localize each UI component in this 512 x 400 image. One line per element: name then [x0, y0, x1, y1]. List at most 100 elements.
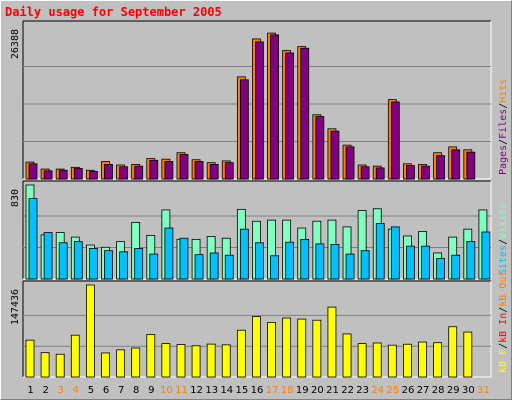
bar-sites: [224, 254, 234, 280]
x-tick-label: 12: [190, 385, 203, 396]
bar-kbytes: [25, 339, 35, 378]
legend-item: Visits: [498, 203, 509, 239]
x-tick-label: 16: [251, 385, 264, 396]
x-tick-label: 20: [311, 385, 324, 396]
bar-kbytes: [387, 344, 397, 378]
bar-sites: [451, 254, 461, 280]
bar-sites: [209, 252, 219, 280]
bar-kbytes: [448, 326, 458, 378]
bar-kbytes: [327, 306, 337, 378]
bar-sites: [436, 258, 446, 280]
legend-item: /: [498, 103, 509, 109]
x-tick-label: 2: [42, 385, 48, 396]
x-tick-label: 17: [266, 385, 279, 396]
bar-sites: [255, 242, 264, 280]
bar-sites: [360, 250, 370, 280]
legend-item: Sites: [498, 245, 509, 275]
legend-item: /: [498, 343, 509, 349]
legend-item: kB Out: [498, 271, 509, 307]
bar-files: [390, 101, 400, 180]
legend-item: /: [498, 139, 509, 145]
x-tick-label: 9: [148, 385, 154, 396]
bar-kbytes: [282, 317, 292, 378]
bar-sites: [149, 253, 159, 280]
bar-files: [179, 154, 189, 180]
legend-kbytes: kB F/kB In/kB Out: [498, 271, 509, 373]
bar-files: [88, 171, 98, 180]
bar-files: [406, 165, 415, 180]
bar-kbytes: [101, 352, 110, 378]
bar-kbytes: [85, 284, 95, 378]
chart-title: Daily usage for September 2005: [5, 5, 222, 19]
bar-sites: [104, 250, 113, 280]
bar-kbytes: [206, 343, 216, 378]
bar-kbytes: [403, 343, 412, 378]
bar-files: [375, 167, 385, 180]
legend-visits-sites: Sites/Visits: [498, 203, 509, 275]
bar-kbytes: [372, 342, 382, 378]
bar-kbytes: [418, 341, 427, 378]
bar-kbytes: [342, 333, 352, 378]
bar-kbytes: [312, 319, 322, 378]
bar-files: [315, 116, 325, 180]
legend-hits-files-pages: Pages/Files/Hits: [498, 79, 509, 175]
bar-sites: [73, 241, 83, 280]
legend-item: kB F: [498, 349, 509, 373]
x-tick-label: 26: [402, 385, 415, 396]
bar-sites: [88, 248, 98, 280]
bar-files: [149, 159, 159, 180]
bar-sites: [481, 231, 491, 280]
bar-sites: [179, 237, 189, 280]
bar-sites: [270, 255, 279, 280]
y-max-label: 26388: [10, 29, 21, 59]
bar-kbytes: [357, 343, 367, 378]
x-tick-label: 24: [371, 385, 384, 396]
legend-item: Pages: [498, 145, 509, 175]
x-tick-label: 29: [447, 385, 460, 396]
bar-sites: [134, 248, 144, 280]
bar-sites: [239, 228, 249, 280]
bar-kbytes: [221, 344, 231, 378]
x-tick-label: 19: [296, 385, 309, 396]
bar-kbytes: [433, 342, 443, 378]
bar-files: [164, 161, 174, 180]
bar-sites: [164, 227, 174, 280]
bar-kbytes: [236, 329, 246, 378]
bar-kbytes: [191, 345, 201, 378]
bar-files: [466, 151, 476, 180]
bar-sites: [194, 254, 204, 280]
bar-kbytes: [267, 322, 276, 378]
x-tick-label: 28: [432, 385, 445, 396]
bar-sites: [390, 226, 400, 280]
bar-files: [285, 52, 295, 180]
bar-kbytes: [161, 343, 171, 378]
y-max-label: 830: [10, 189, 21, 207]
bar-kbytes: [297, 318, 307, 378]
bar-files: [421, 165, 430, 180]
bar-files: [28, 163, 38, 180]
bar-files: [239, 79, 249, 180]
bar-sites: [406, 245, 415, 280]
bar-sites: [466, 241, 476, 280]
bar-sites: [28, 198, 38, 280]
bar-sites: [300, 238, 310, 280]
x-tick-label: 31: [477, 385, 490, 396]
bar-sites: [315, 243, 325, 280]
bar-kbytes: [176, 344, 186, 378]
bar-files: [451, 149, 461, 180]
bar-sites: [285, 241, 295, 280]
bar-files: [300, 47, 310, 180]
x-tick-label: 21: [326, 385, 339, 396]
bar-sites: [375, 223, 385, 280]
x-tick-label: 15: [236, 385, 249, 396]
x-tick-label: 6: [103, 385, 109, 396]
x-tick-label: 8: [133, 385, 139, 396]
legend-item: /: [498, 239, 509, 245]
bar-files: [119, 166, 128, 180]
x-tick-label: 1: [27, 385, 33, 396]
legend-item: Files: [498, 109, 509, 139]
legend-item: kB In: [498, 313, 509, 343]
x-tick-label: 7: [118, 385, 124, 396]
